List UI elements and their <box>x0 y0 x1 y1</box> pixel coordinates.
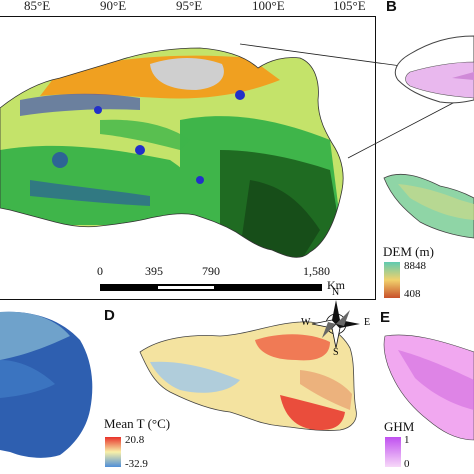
longitude-label-100: 100°E <box>252 0 285 13</box>
scale-tick-395: 395 <box>145 264 163 278</box>
dem-legend-bar <box>384 262 400 298</box>
main-map-frame <box>0 16 376 300</box>
panel-label-e: E <box>380 309 391 326</box>
longitude-label-95: 95°E <box>176 0 203 13</box>
compass-rose <box>311 300 360 349</box>
compass-n-label: N <box>332 287 340 298</box>
compass-s-label: S <box>333 347 339 358</box>
longitude-label-90: 90°E <box>100 0 127 13</box>
scale-tick-790: 790 <box>202 264 220 278</box>
panel-label-d: D <box>104 307 115 324</box>
compass-w-label: W <box>301 317 311 328</box>
scale-unit: Km <box>327 278 345 292</box>
mean-t-legend-min: -32.9 <box>125 458 148 470</box>
mean-t-legend-bar <box>105 437 121 467</box>
ghm-legend-max: 1 <box>404 434 410 446</box>
scale-tick-0: 0 <box>97 264 103 278</box>
ghm-legend-bar <box>385 437 401 467</box>
ghm-legend-min: 0 <box>404 458 410 470</box>
longitude-label-85: 85°E <box>24 0 51 13</box>
mean-t-legend-max: 20.8 <box>125 434 145 446</box>
mean-t-legend-title: Mean T (°C) <box>104 416 171 431</box>
panel-label-b: B <box>386 0 397 15</box>
dem-legend-max: 8848 <box>404 260 426 272</box>
dem-legend-min: 408 <box>404 288 421 300</box>
ghm-legend-title: GHM <box>384 419 415 434</box>
longitude-label-105: 105°E <box>333 0 366 13</box>
scale-tick-1580: 1,580 <box>303 264 330 278</box>
dem-legend-title: DEM (m) <box>383 244 434 259</box>
compass-e-label: E <box>364 317 371 328</box>
